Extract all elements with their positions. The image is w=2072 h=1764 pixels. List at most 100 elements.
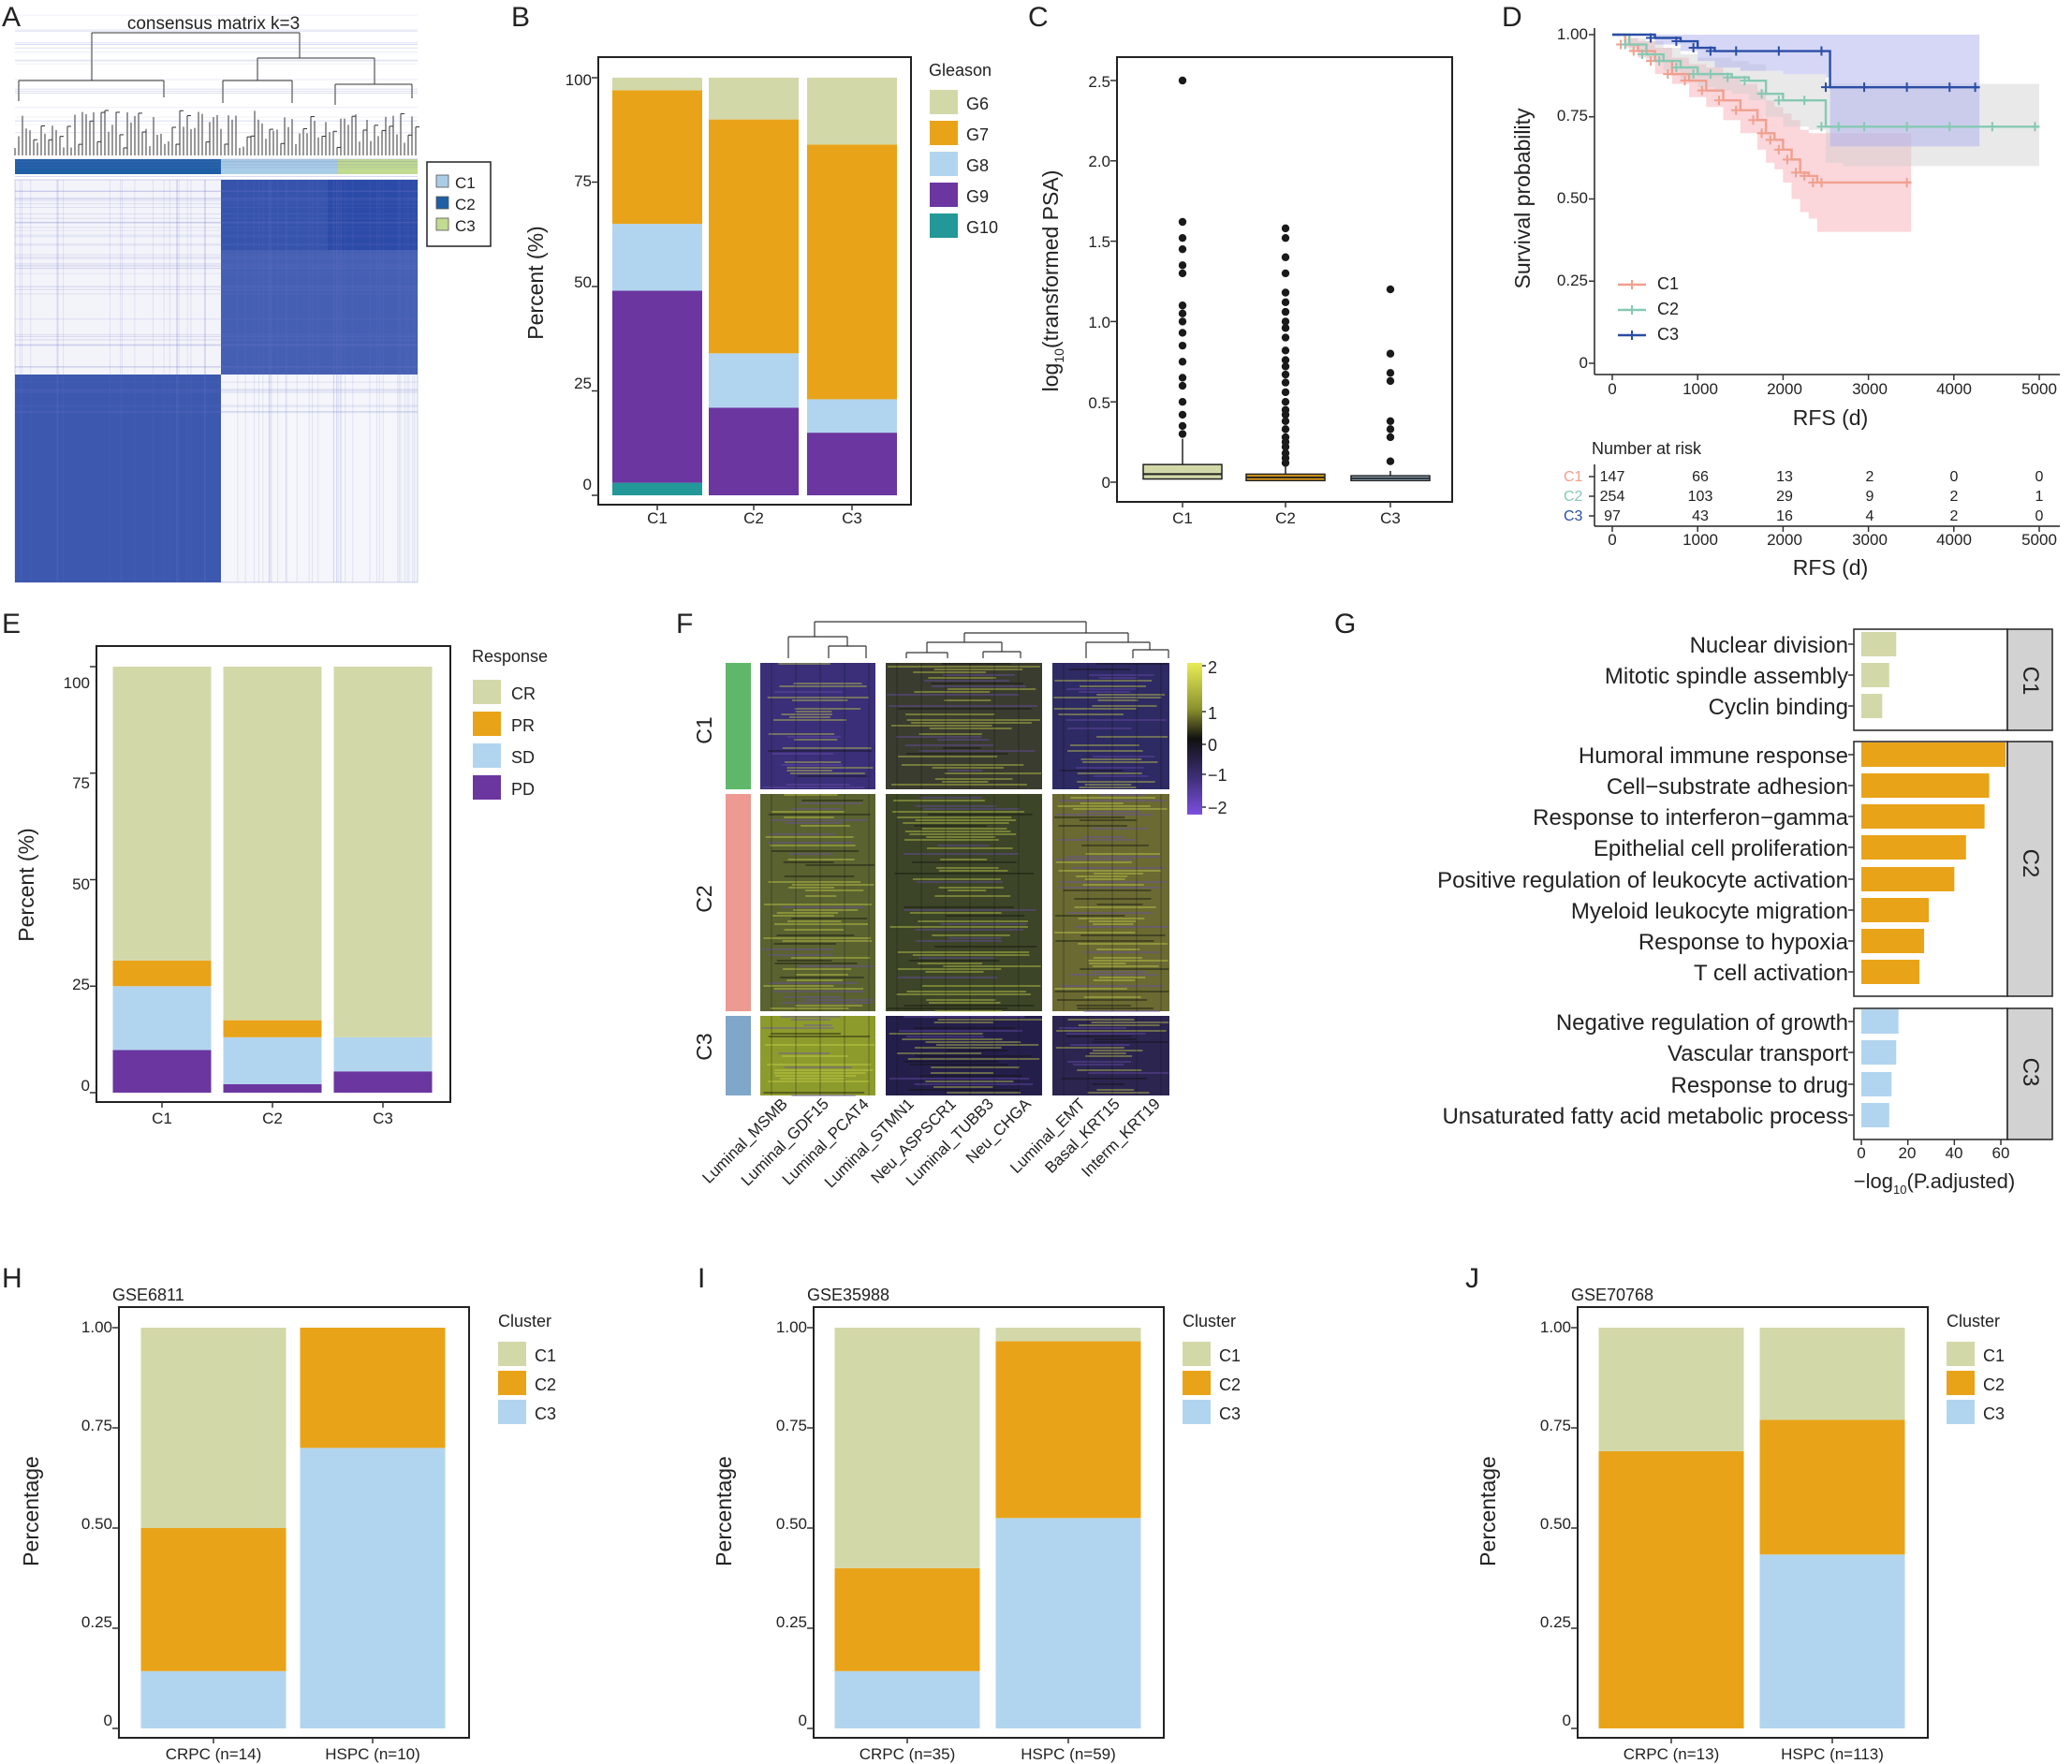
km-xtick: 4000 (1936, 380, 1972, 398)
panel-letter-g: G (1334, 609, 1356, 639)
response-legend-cr: CR (511, 684, 536, 703)
psa-ytick: 1.0 (1088, 314, 1110, 331)
go-strip-label-c2: C2 (2018, 849, 2043, 878)
km-curve-c1 (1612, 33, 1912, 184)
psa-outlier (1281, 459, 1290, 467)
gse70768-bar-c1 (1759, 1328, 1905, 1420)
heatmap-group-label-c1: C1 (692, 716, 716, 743)
risk-row-label-c2: C2 (1564, 489, 1583, 505)
psa-outlier (1386, 369, 1395, 377)
gse35988-ytick: 0 (799, 1712, 807, 1729)
psa-outlier (1281, 370, 1290, 379)
gse6811-legend-swatch-c2 (498, 1371, 526, 1395)
psa-outlier (1178, 358, 1187, 366)
psa-outlier (1178, 301, 1187, 310)
km-xtick: 0 (1608, 380, 1616, 398)
km-censor-mark (1628, 46, 1638, 56)
gse70768-ytick: 0.50 (1540, 1515, 1571, 1533)
go-term: Cyclin binding (1709, 695, 1848, 720)
heatmap-colorbar (1187, 663, 1202, 815)
risk-cell: 43 (1692, 508, 1709, 524)
psa-ytick: 0 (1102, 474, 1110, 492)
gse6811-bar-c2 (140, 1528, 287, 1671)
gse70768-bar-c2 (1759, 1419, 1905, 1555)
gleason-legend-title: Gleason (929, 61, 992, 80)
response-bar-sd (112, 986, 212, 1051)
psa-outlier (1386, 285, 1395, 294)
response-legend-pr: PR (511, 716, 535, 735)
response-bar-pr (223, 1020, 322, 1037)
psa-outlier (1178, 233, 1187, 243)
km-ytick: 0.50 (1557, 189, 1588, 207)
gse70768-legend-title: Cluster (1947, 1312, 2000, 1330)
gleason-legend-g6: G6 (966, 95, 989, 113)
km-censor-mark (1620, 39, 1630, 50)
go-strip-label-c3: C3 (2018, 1058, 2043, 1087)
km-censor-mark (1723, 72, 1733, 82)
risk-cell: 2 (1950, 508, 1959, 524)
km-legend-c3: C3 (1657, 325, 1679, 344)
km-censor-mark (1697, 85, 1707, 96)
km-censor-mark (2030, 122, 2040, 132)
response-bar-pr (112, 960, 212, 987)
psa-xtick: C1 (1172, 509, 1193, 527)
risk-xlabel: RFS (d) (1793, 555, 1869, 580)
km-ytick: 0 (1580, 354, 1588, 372)
gse35988-legend-c1: C1 (1219, 1346, 1241, 1365)
km-ylabel: Survival probability (1510, 108, 1535, 289)
gleason-legend-g10: G10 (966, 218, 998, 237)
response-ytick: 50 (72, 875, 90, 893)
cluster-bar-c3 (338, 159, 418, 174)
km-legend-c1: C1 (1657, 274, 1679, 293)
response-bar-pd (112, 1050, 212, 1093)
psa-ylabel: log10(transformed PSA) (1038, 170, 1066, 392)
km-censor-mark (1646, 33, 1656, 43)
km-censor-mark (1816, 177, 1827, 187)
gleason-bar-g9 (807, 433, 897, 495)
risk-cell: 103 (1688, 489, 1713, 505)
gse35988-legend-swatch-c3 (1183, 1400, 1211, 1424)
psa-outlier (1281, 417, 1290, 425)
response-legend-title: Response (472, 647, 548, 666)
km-censor-mark (1765, 135, 1775, 145)
go-bar (1861, 632, 1897, 656)
psa-outlier (1178, 261, 1187, 270)
response-legend-swatch-sd (473, 743, 501, 768)
gleason-bar-g7 (709, 119, 799, 354)
psa-outlier (1281, 324, 1290, 332)
psa-outlier (1281, 288, 1290, 297)
gse6811-bar-c3 (140, 1670, 287, 1728)
panel-letter-j: J (1465, 1263, 1479, 1294)
go-xtick: 20 (1899, 1144, 1917, 1162)
consensus-legend-swatch (435, 196, 449, 210)
gse6811-legend-c2: C2 (535, 1375, 556, 1394)
gse35988-bar-c2 (834, 1567, 980, 1671)
km-censor-mark (1714, 96, 1724, 106)
km-xtick: 5000 (2021, 380, 2057, 398)
km-legend-mark (1627, 280, 1637, 289)
psa-ytick: 0.5 (1088, 394, 1110, 412)
psa-outlier (1178, 269, 1187, 278)
response-ytick: 25 (72, 976, 90, 993)
psa-xtick: C3 (1380, 509, 1401, 527)
psa-box (1142, 463, 1223, 480)
risk-cell: 0 (2035, 469, 2044, 485)
heatmap-group-label-c3: C3 (692, 1033, 716, 1060)
response-xtick: C2 (262, 1110, 283, 1127)
gse70768-title: GSE70768 (1571, 1286, 1653, 1304)
response-ytick: 100 (64, 674, 90, 692)
response-bar-pd (333, 1071, 433, 1093)
go-term: T cell activation (1694, 961, 1848, 986)
psa-outlier (1178, 381, 1187, 390)
response-bar-sd (333, 1036, 433, 1072)
response-bar-cr (112, 667, 212, 961)
km-censor-mark (1970, 82, 1980, 93)
psa-outlier (1281, 224, 1290, 233)
km-censor-mark (1800, 96, 1810, 106)
gleason-ylabel: Percent (%) (523, 226, 548, 339)
go-bar (1861, 663, 1889, 687)
gleason-legend-swatch-g7 (930, 121, 958, 145)
go-bar (1861, 1009, 1899, 1034)
gse35988-title: GSE35988 (807, 1286, 889, 1304)
km-censor-mark (1782, 154, 1792, 165)
